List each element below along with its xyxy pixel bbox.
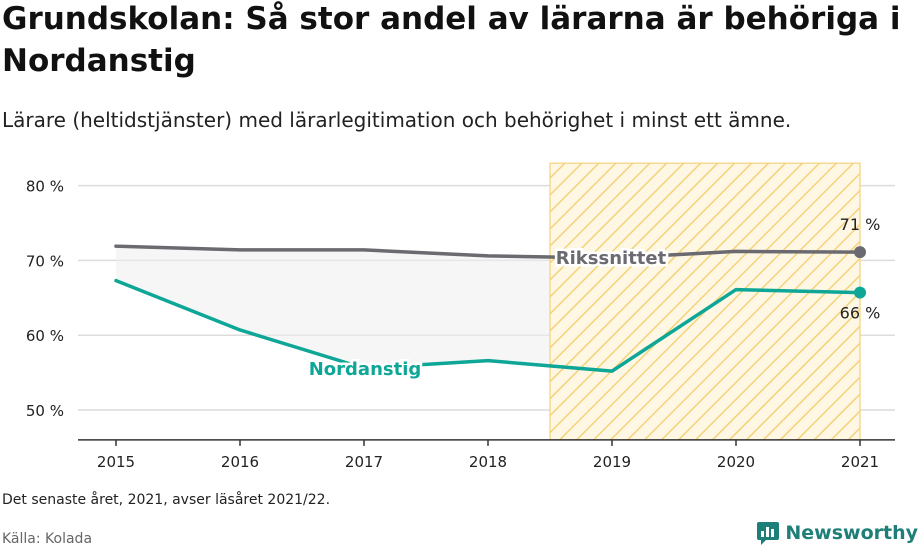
brand-logo: Newsworthy: [756, 520, 918, 546]
x-tick-label: 2020: [717, 453, 755, 471]
line-chart: 50 % 60 % 70 % 80 % 71 % 66 % Rikssnittet Nord…: [26, 162, 895, 471]
x-tick-label: 2021: [841, 453, 879, 471]
x-tick-label: 2016: [221, 453, 259, 471]
footnote: Det senaste året, 2021, avser läsåret 20…: [2, 492, 331, 508]
end-value-label: 66 %: [840, 304, 881, 323]
y-tick-label: 80 %: [26, 178, 64, 196]
chart-subtitle: Lärare (heltidstjänster) med lärarlegiti…: [2, 108, 792, 132]
y-tick-label: 60 %: [26, 327, 64, 345]
y-tick-label: 50 %: [26, 402, 64, 420]
chart-title: Grundskolan: Så stor andel av lärarna är…: [2, 1, 901, 79]
x-tick-label: 2019: [593, 453, 631, 471]
x-tick-label: 2015: [97, 453, 135, 471]
series-label-nordanstig: Nordanstig: [309, 359, 422, 380]
series-label-rikssnittet: Rikssnittet: [556, 248, 667, 269]
series-endpoint: [854, 286, 866, 299]
x-tick-label: 2017: [345, 453, 383, 471]
brand-name: Newsworthy: [785, 522, 918, 544]
y-tick-label: 70 %: [26, 252, 64, 270]
series-endpoint: [854, 246, 866, 259]
source-note: Källa: Kolada: [2, 531, 93, 547]
end-value-label: 71 %: [840, 215, 881, 234]
x-tick-label: 2018: [469, 453, 507, 471]
highlight-period: [549, 162, 861, 441]
newsworthy-logo-icon: [757, 522, 780, 545]
